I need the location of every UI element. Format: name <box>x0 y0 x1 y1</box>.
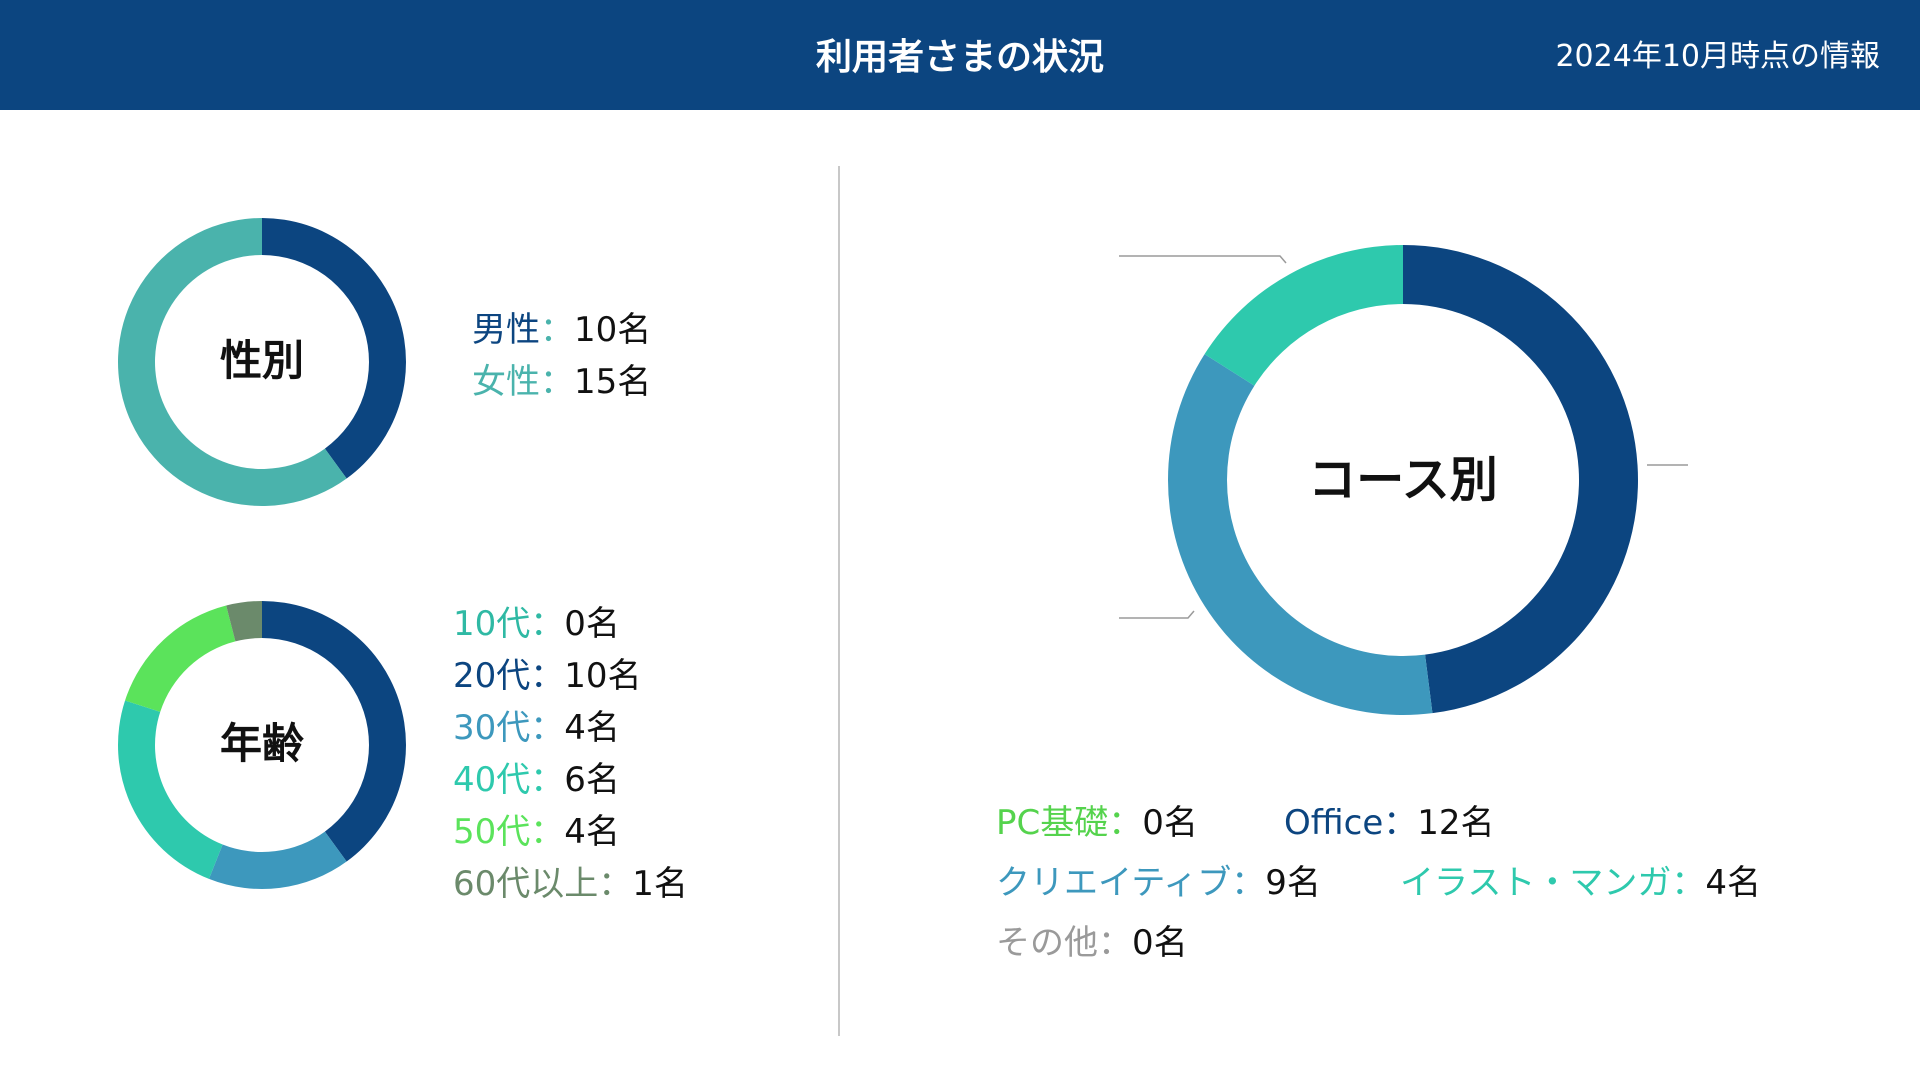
legend-separator: ： <box>540 362 574 402</box>
legend-label: PC基礎 <box>996 803 1109 843</box>
course-donut-chart <box>1168 245 1638 715</box>
legend-value: 6名 <box>564 760 620 800</box>
leader-line-bottom <box>1119 610 1195 619</box>
legend-value: 10名 <box>564 656 642 696</box>
legend-value: 4名 <box>1705 863 1761 903</box>
legend-separator: ： <box>540 310 574 350</box>
legend-separator: ： <box>530 812 565 852</box>
legend-label: 女性 <box>472 362 540 402</box>
age-chart-title: 年齢 <box>219 719 304 768</box>
date-note: 2024年10月時点の情報 <box>1555 39 1880 74</box>
legend-item-30s: 30代：4名 <box>453 702 688 754</box>
legend-item-20s: 20代：10名 <box>453 650 688 702</box>
donut-segment-イラスト・マンガ <box>1204 245 1403 386</box>
gender-legend: 男性：10名 女性：15名 <box>472 304 651 408</box>
course-chart-title: コース別 <box>1308 452 1498 508</box>
leader-lines <box>1119 255 1688 619</box>
age-donut-chart <box>118 601 407 889</box>
legend-value: 0名 <box>1132 923 1188 963</box>
donut-segment-40代 <box>118 700 223 879</box>
legend-separator: ： <box>1098 923 1132 963</box>
donut-segment-20代 <box>262 601 407 862</box>
legend-item-female: 女性：15名 <box>472 356 651 408</box>
legend-separator: ： <box>1671 863 1706 903</box>
legend-value: 0名 <box>564 604 620 644</box>
leader-line-top <box>1119 255 1287 264</box>
legend-item-pc-basics: PC基礎：0名 <box>996 795 1198 844</box>
legend-item-other: その他：0名 <box>996 915 1188 964</box>
legend-item-illust-manga: イラスト・マンガ：4名 <box>1400 855 1761 904</box>
legend-label: Office <box>1284 803 1384 843</box>
legend-separator: ： <box>1383 803 1418 843</box>
legend-separator: ： <box>530 760 565 800</box>
legend-label: 10代 <box>453 604 531 644</box>
legend-value: 4名 <box>564 812 620 852</box>
legend-label: 40代 <box>453 760 531 800</box>
legend-value: 4名 <box>564 708 620 748</box>
legend-item-creative: クリエイティブ：9名 <box>996 855 1321 904</box>
legend-label: 30代 <box>453 708 531 748</box>
legend-separator: ： <box>530 604 565 644</box>
legend-label: 20代 <box>453 656 531 696</box>
vertical-divider <box>838 166 840 1036</box>
legend-separator: ： <box>530 656 565 696</box>
legend-value: 1名 <box>632 864 688 904</box>
legend-label: その他 <box>996 923 1098 963</box>
legend-label: クリエイティブ <box>996 863 1232 903</box>
legend-label: 男性 <box>472 310 540 350</box>
age-legend: 10代：0名 20代：10名 30代：4名 40代：6名 50代：4名 60代以… <box>453 598 688 910</box>
donut-segment-50代 <box>125 605 236 712</box>
course-legend: PC基礎：0名 Office：12名 クリエイティブ：9名 イラスト・マンガ：4… <box>996 795 1876 985</box>
legend-label: 50代 <box>453 812 531 852</box>
donut-segment-60代以上 <box>226 601 262 642</box>
legend-value: 9名 <box>1265 863 1321 903</box>
legend-value: 0名 <box>1142 803 1198 843</box>
legend-separator: ： <box>598 864 633 904</box>
gender-chart-title: 性別 <box>219 336 304 385</box>
legend-item-office: Office：12名 <box>1284 795 1495 844</box>
gender-donut-chart <box>118 218 407 507</box>
legend-item-40s: 40代：6名 <box>453 754 688 806</box>
donut-segment-クリエイティブ <box>1168 354 1433 715</box>
legend-value: 12名 <box>1417 803 1495 843</box>
legend-item-10s: 10代：0名 <box>453 598 688 650</box>
legend-label: イラスト・マンガ <box>1400 863 1672 903</box>
donut-segment-Office <box>1403 245 1638 714</box>
legend-separator: ： <box>1108 803 1143 843</box>
legend-separator: ： <box>530 708 565 748</box>
legend-label: 60代以上 <box>453 864 599 904</box>
header-bar: 利用者さまの状況 2024年10月時点の情報 <box>0 0 1920 110</box>
donut-segment-女性 <box>118 218 347 507</box>
legend-value: 10名 <box>574 310 652 350</box>
legend-item-male: 男性：10名 <box>472 304 651 356</box>
legend-separator: ： <box>1231 863 1266 903</box>
legend-value: 15名 <box>574 362 652 402</box>
donut-segment-30代 <box>208 831 347 889</box>
donut-segment-男性 <box>262 218 407 479</box>
legend-item-50s: 50代：4名 <box>453 806 688 858</box>
legend-item-60s-plus: 60代以上：1名 <box>453 858 688 910</box>
page-title: 利用者さまの状況 <box>815 37 1104 78</box>
